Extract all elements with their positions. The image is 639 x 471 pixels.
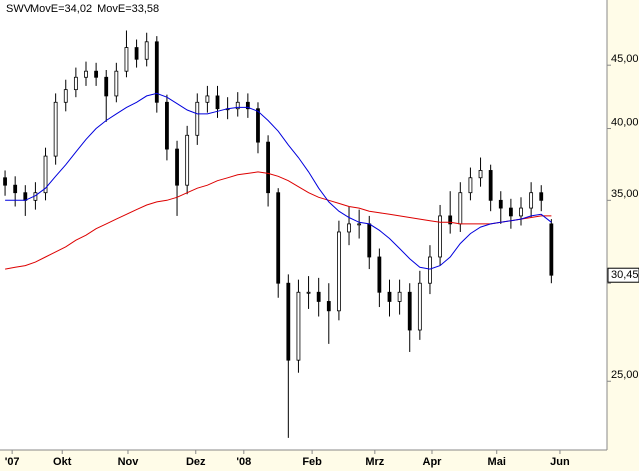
candle-body (539, 192, 544, 201)
x-tick-label: Okt (53, 456, 72, 468)
candle-body (438, 215, 442, 258)
y-axis-band (607, 0, 639, 471)
x-tick-label: Mrz (365, 456, 384, 468)
candle-body (235, 101, 240, 110)
candle-body (195, 101, 200, 136)
candle-body (13, 184, 18, 194)
x-tick-label: Dez (186, 456, 206, 468)
candle-body (458, 192, 463, 225)
x-axis-band (0, 450, 639, 471)
candle-body (448, 215, 453, 225)
candle-body (306, 291, 311, 294)
y-tick-label: 45,00 (611, 53, 639, 65)
candle-body (397, 291, 402, 302)
candle-body (478, 170, 483, 179)
legend-entry: MovE=33,58 (97, 3, 159, 15)
candle-body (508, 207, 513, 217)
candle-body (215, 95, 220, 110)
candle-body (104, 76, 109, 97)
x-tick-label: Feb (302, 456, 322, 468)
candle-body (498, 199, 503, 209)
candle-body (84, 70, 88, 78)
candle-body (205, 95, 210, 103)
candle-body (519, 207, 523, 217)
candle-body (73, 76, 78, 91)
legend: SWV MovE=34,02 MovE=33,58 (6, 3, 159, 15)
candle-body (3, 177, 7, 186)
candle-body (23, 192, 28, 201)
candle-body (387, 291, 392, 302)
candle-body (417, 282, 422, 331)
x-tick-label: Nov (118, 456, 140, 468)
candle-body (337, 231, 341, 312)
x-tick-label: Mai (488, 456, 506, 468)
candle-body (63, 89, 68, 103)
moving-average-line (5, 171, 552, 270)
candle-body (326, 301, 331, 312)
candle-body (114, 70, 119, 97)
x-tick-label: '08 (236, 456, 251, 468)
candle-body (276, 192, 281, 284)
candle-body (468, 177, 473, 194)
last-price-label: 30,45 (611, 269, 639, 281)
candle-body (407, 291, 412, 331)
candle-body (53, 101, 58, 157)
x-tick-label: Apr (423, 456, 443, 468)
candle-body (165, 101, 169, 150)
candle-body (296, 291, 301, 361)
x-tick-label: '07 (5, 456, 20, 468)
last-price-box (607, 267, 639, 283)
candle-body (185, 134, 190, 186)
candle-body (256, 108, 260, 143)
candle-body (488, 170, 493, 201)
chart-title: SWV (6, 3, 32, 15)
candle-body (124, 47, 129, 72)
legend-entry: MovE=34,02 (30, 3, 92, 15)
moving-average-line (5, 92, 552, 270)
candle-body (144, 41, 149, 60)
candle-body (347, 223, 351, 233)
candle-body (428, 256, 432, 284)
candle-body (377, 256, 382, 293)
candle-body (43, 155, 48, 194)
y-tick-label: 35,00 (611, 188, 639, 200)
candle-body (529, 192, 534, 209)
candle-body (357, 223, 362, 226)
candle-body (154, 41, 159, 103)
candle-body (266, 141, 270, 194)
y-tick-label: 40,00 (611, 116, 639, 128)
candle-body (94, 70, 99, 78)
candle-body (316, 291, 321, 302)
candle-body (245, 101, 250, 110)
candle-body (549, 223, 554, 276)
candle-body (134, 47, 139, 60)
candle-body (175, 148, 179, 186)
y-tick-label: 25,00 (611, 369, 639, 381)
candle-body (367, 223, 372, 258)
candle-body (286, 282, 291, 361)
x-tick-label: Jun (550, 456, 570, 468)
